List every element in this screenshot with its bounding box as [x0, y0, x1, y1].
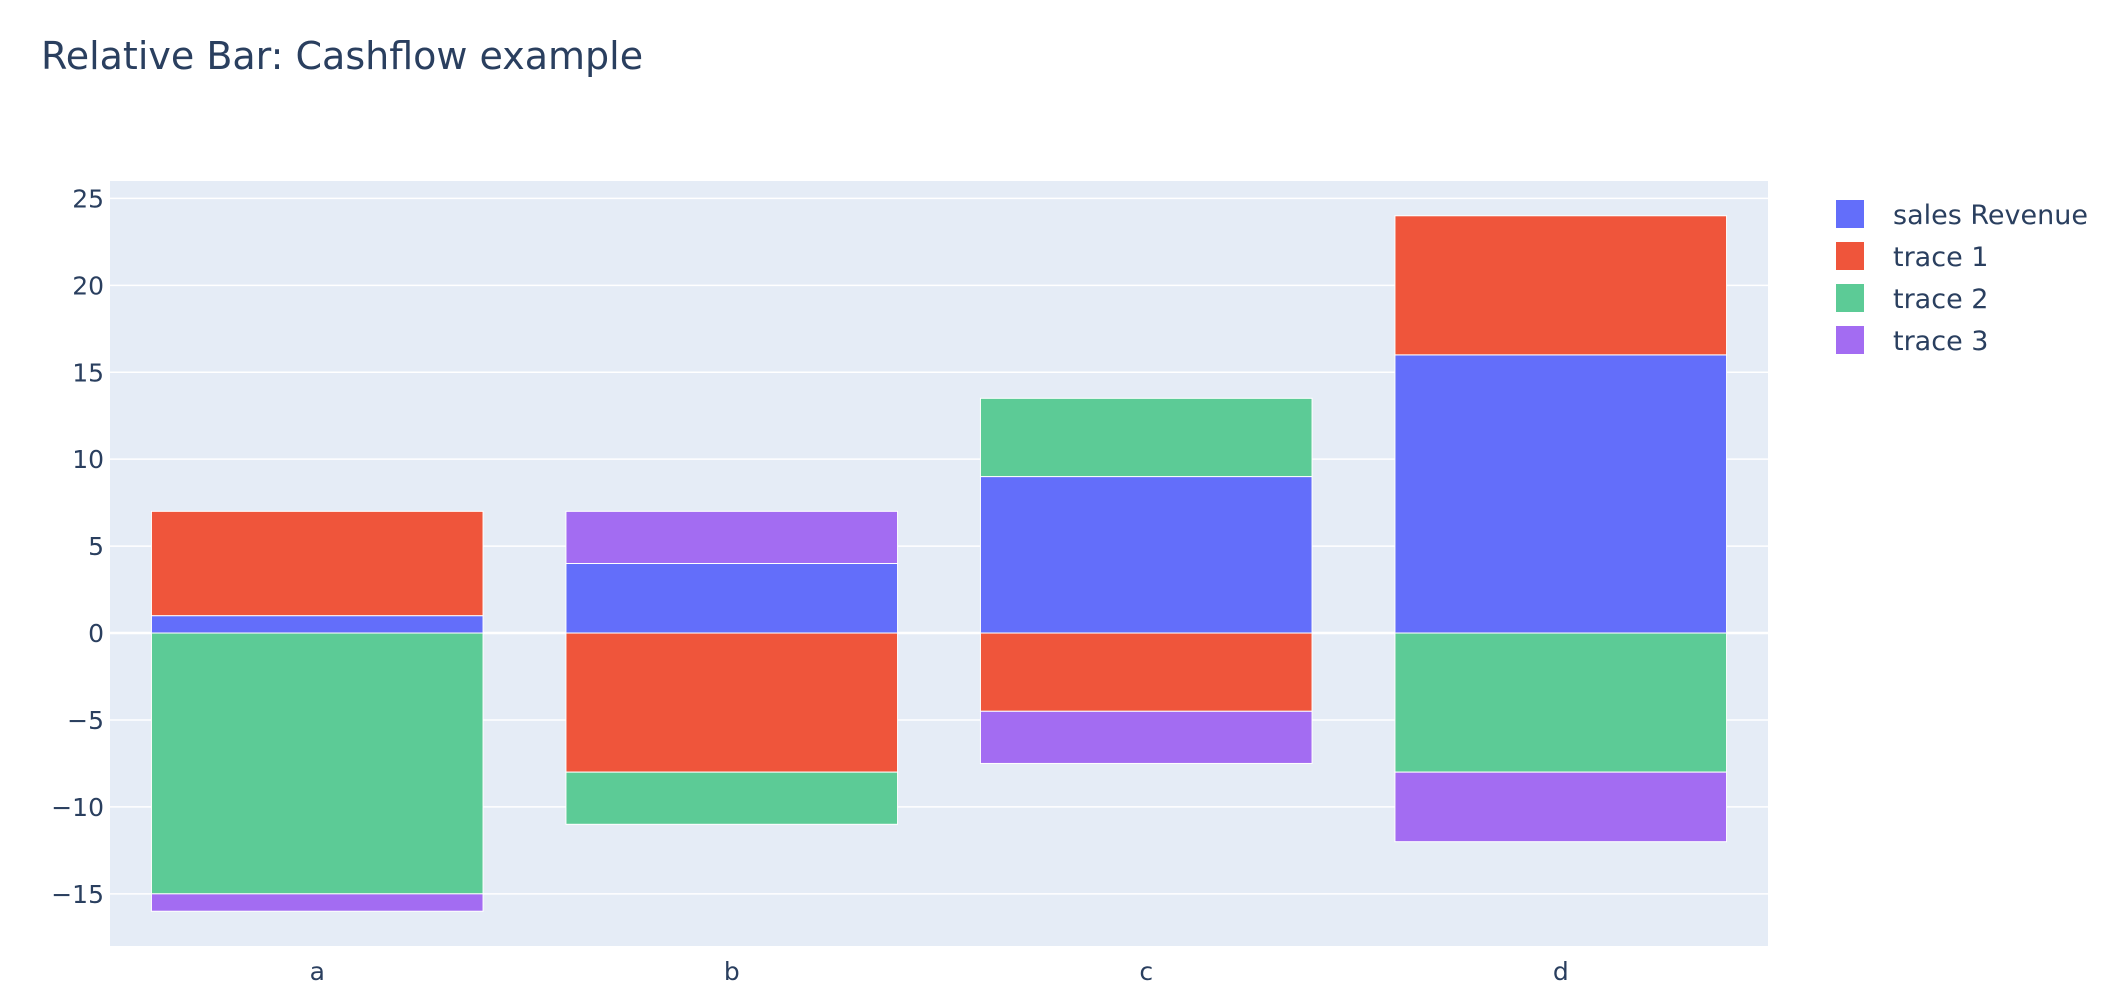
x-axis: a b c d	[310, 957, 1569, 986]
legend: sales Revenue trace 1 trace 2 trace 3	[1836, 200, 2088, 357]
bar-trace-2-d	[1394, 632, 1728, 773]
y-tick-label: −10	[51, 793, 104, 822]
legend-item-label: sales Revenue	[1893, 200, 2088, 231]
y-tick-label: −5	[67, 706, 104, 735]
chart-title: Relative Bar: Cashflow example	[41, 34, 643, 78]
bar-trace-2-c	[979, 397, 1313, 478]
bar-sales-revenue-b	[565, 563, 899, 634]
legend-item-label: trace 1	[1893, 242, 1988, 273]
bar-sales-revenue-c	[979, 476, 1313, 634]
bar-trace-1-b	[565, 632, 899, 773]
legend-item-label: trace 3	[1893, 326, 1988, 357]
legend-item-label: trace 2	[1893, 284, 1988, 315]
legend-swatch	[1836, 200, 1864, 228]
x-tick-label: a	[310, 957, 325, 986]
bars	[150, 215, 1728, 912]
bar-sales-revenue-d	[1394, 354, 1728, 634]
y-tick-label: 15	[72, 358, 104, 387]
y-tick-label: −15	[51, 880, 104, 909]
x-tick-label: d	[1553, 957, 1569, 986]
bar-trace-3-b	[565, 510, 899, 565]
x-tick-label: b	[724, 957, 740, 986]
legend-swatch	[1836, 326, 1864, 354]
x-tick-label: c	[1139, 957, 1153, 986]
bar-trace-3-d	[1394, 771, 1728, 843]
bar-trace-1-a	[150, 510, 484, 617]
bar-trace-3-a	[150, 893, 484, 912]
y-tick-label: 20	[72, 271, 104, 300]
y-tick-label: 25	[72, 184, 104, 213]
bar-trace-2-b	[565, 771, 899, 825]
legend-swatch	[1836, 284, 1864, 312]
bar-trace-1-c	[979, 632, 1313, 712]
y-tick-label: 0	[88, 619, 104, 648]
legend-swatch	[1836, 242, 1864, 270]
bar-trace-2-a	[150, 632, 484, 895]
y-axis: 25 20 15 10 5 0 −5 −10 −15	[51, 184, 104, 908]
bar-trace-1-d	[1394, 215, 1728, 356]
y-tick-label: 10	[72, 445, 104, 474]
y-tick-label: 5	[88, 532, 104, 561]
bar-sales-revenue-a	[150, 615, 484, 634]
bar-trace-3-c	[979, 710, 1313, 764]
